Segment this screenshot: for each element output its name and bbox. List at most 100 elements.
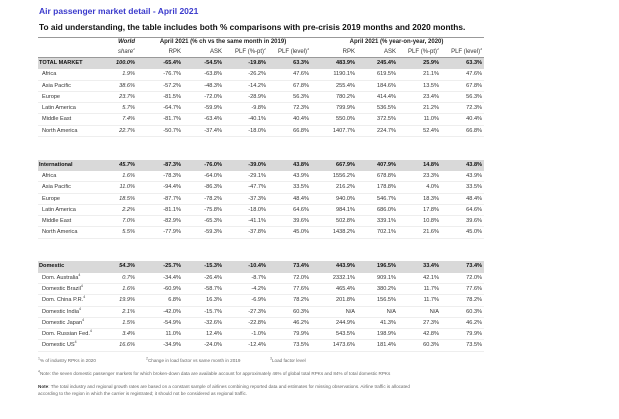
row-label: Asia Pacific: [38, 80, 98, 92]
value-cell: 66.8%: [268, 125, 312, 138]
ask-2019-header: ASK: [183, 47, 224, 58]
value-cell: -65.4%: [137, 57, 183, 70]
value-cell: 18.3%: [398, 193, 442, 205]
value-cell: 1190.1%: [311, 69, 358, 81]
table-row: Africa 1.9% -76.7% -63.8% -26.2% 47.6% 1190.1%…: [38, 69, 485, 81]
value-cell: -57.2%: [137, 80, 183, 92]
value-cell: 46.2%: [441, 317, 485, 330]
value-cell: -59.3%: [183, 226, 224, 239]
value-cell: -94.4%: [137, 181, 183, 194]
table-row: Asia Pacific 38.6% -57.2% -48.3% -14.2% 67.8%…: [38, 80, 485, 92]
value-cell: 17.8%: [398, 204, 442, 217]
value-cell: 372.5%: [357, 113, 399, 126]
value-cell: 678.8%: [357, 170, 399, 183]
row-label: Middle East: [38, 113, 98, 126]
value-cell: 181.4%: [357, 339, 399, 352]
value-cell: -37.8%: [224, 226, 268, 239]
note-line-2: according to the region in which the car…: [38, 390, 248, 396]
value-cell: 184.6%: [357, 80, 399, 92]
value-cell: 178.8%: [357, 181, 399, 194]
world-share-cell: 2.1%: [98, 306, 137, 318]
value-cell: -60.9%: [137, 283, 183, 296]
world-share-cell: 1.5%: [98, 317, 137, 330]
value-cell: 380.2%: [357, 283, 399, 296]
value-cell: 156.5%: [357, 294, 399, 307]
value-cell: -72.0%: [183, 91, 224, 104]
value-cell: -37.4%: [183, 125, 224, 138]
value-cell: 198.9%: [357, 328, 399, 341]
value-cell: 196.5%: [357, 261, 399, 273]
row-label: Domestic India4: [38, 306, 98, 318]
value-cell: 33.4%: [398, 261, 442, 273]
table-row: Middle East 7.0% -82.9% -65.3% -41.1% 39.6% 50…: [38, 215, 485, 228]
row-label: Domestic US4: [38, 339, 98, 352]
ask-2020-header: ASK: [357, 47, 399, 58]
value-cell: 33.5%: [441, 181, 485, 194]
value-cell: -58.7%: [183, 283, 224, 296]
value-cell: 216.2%: [311, 181, 358, 194]
spacer-row: [38, 250, 484, 261]
value-cell: 52.4%: [398, 125, 442, 138]
footnote-1: 1% of industry RPKs in 2020: [38, 356, 96, 363]
value-cell: -9.8%: [224, 102, 268, 115]
section-row: TOTAL MARKET 100.0% -65.4% -54.5% -19.8% 63.3…: [38, 57, 485, 70]
spacer-row: [38, 238, 484, 250]
value-cell: 11.0%: [398, 113, 442, 126]
world-share-cell: 1.9%: [98, 69, 137, 81]
world-share-cell: 38.6%: [98, 80, 137, 92]
table-row: Latin America 5.7% -64.7% -59.9% -9.8% 72.3% 7…: [38, 102, 485, 115]
world-share-cell: 45.7%: [98, 159, 137, 171]
row-label: Europe: [38, 91, 98, 104]
plf-level-2020-header: PLF (level)3: [441, 47, 485, 58]
value-cell: -26.2%: [224, 69, 268, 81]
value-cell: 940.0%: [311, 193, 358, 205]
value-cell: 11.0%: [137, 328, 183, 341]
footnote-3: 3Load factor level: [270, 356, 306, 363]
plf-level-2019-header: PLF (level)3: [268, 47, 312, 58]
value-cell: 465.4%: [311, 283, 358, 296]
value-cell: 443.9%: [311, 261, 358, 273]
value-cell: 72.0%: [441, 272, 485, 284]
section-row: Domestic 54.3% -25.7% -15.3% -10.4% 73.4% 443.…: [38, 261, 485, 273]
value-cell: 780.2%: [311, 91, 358, 104]
row-label: Domestic Brazil4: [38, 283, 98, 296]
value-cell: -40.1%: [224, 113, 268, 126]
row-label: Asia Pacific: [38, 181, 98, 194]
value-cell: -64.7%: [137, 102, 183, 115]
table-row: Europe 23.7% -81.5% -72.0% -28.9% 56.3% 780.2%…: [38, 91, 485, 104]
value-cell: -76.0%: [183, 159, 224, 171]
value-cell: 414.4%: [357, 91, 399, 104]
value-cell: 39.6%: [268, 215, 312, 228]
value-cell: -37.3%: [224, 193, 268, 205]
value-cell: 245.4%: [357, 57, 399, 70]
value-cell: -76.7%: [137, 69, 183, 81]
value-cell: N/A: [357, 306, 399, 318]
value-cell: 45.0%: [268, 226, 312, 239]
value-cell: 6.8%: [137, 294, 183, 307]
value-cell: -22.8%: [224, 317, 268, 330]
value-cell: 23.3%: [398, 170, 442, 183]
value-cell: 502.8%: [311, 215, 358, 228]
rpk-2019-header: RPK: [137, 47, 183, 58]
value-cell: 46.2%: [268, 317, 312, 330]
value-cell: 483.9%: [311, 57, 358, 70]
value-cell: -87.3%: [137, 159, 183, 171]
value-cell: -4.2%: [224, 283, 268, 296]
world-share-cell: 5.7%: [98, 102, 137, 115]
value-cell: 73.4%: [441, 261, 485, 273]
world-share-cell: 16.6%: [98, 339, 137, 352]
value-cell: -87.7%: [137, 193, 183, 205]
value-cell: -78.3%: [137, 170, 183, 183]
value-cell: 79.9%: [268, 328, 312, 341]
value-cell: 47.6%: [441, 69, 485, 81]
value-cell: 40.4%: [268, 113, 312, 126]
value-cell: -15.3%: [183, 261, 224, 273]
value-cell: 43.8%: [268, 159, 312, 171]
value-cell: -47.7%: [224, 181, 268, 194]
value-cell: 48.4%: [268, 193, 312, 205]
table-row: North America 5.5% -77.9% -59.3% -37.8% 45.0%…: [38, 226, 485, 239]
content: World April 2021 (% ch vs the same month…: [38, 37, 598, 397]
value-cell: -12.4%: [224, 339, 268, 352]
value-cell: -81.1%: [137, 204, 183, 217]
value-cell: -34.4%: [137, 272, 183, 284]
